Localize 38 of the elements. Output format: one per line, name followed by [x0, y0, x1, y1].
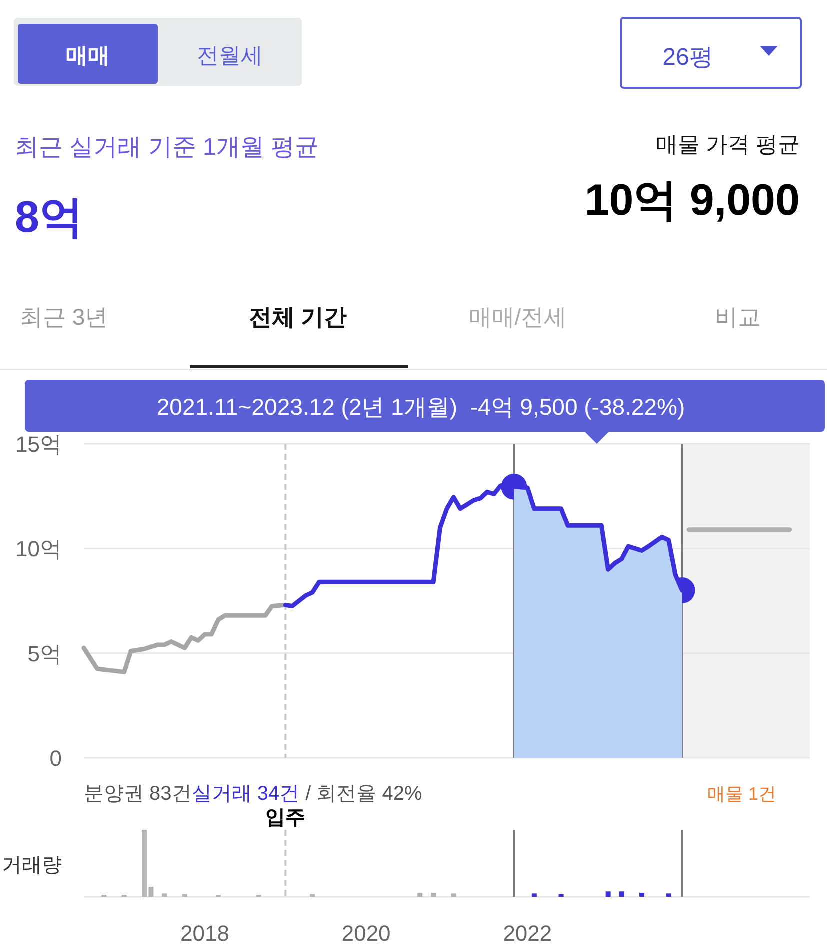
text: 최근 3년 [20, 304, 108, 330]
text: 매매/전세 [468, 304, 568, 330]
bar [558, 894, 564, 897]
x-tick-label: 2022 [503, 921, 552, 946]
ref-line-label: 입주 [266, 807, 306, 829]
y-tick-label: 10억 [16, 536, 62, 562]
text: / 회전율 42% [306, 783, 423, 805]
text: 10억 9,000 [584, 176, 800, 225]
text: 전월세 [197, 43, 263, 68]
text: 매물 가격 평균 [656, 132, 800, 157]
text: 최근 실거래 기준 1개월 평균 [15, 134, 320, 161]
text: 2021.11~2023.12 (2년 1개월) -4억 9,500 (-38.22%) [156, 394, 686, 420]
y-axis-title: 거래량 [2, 854, 62, 876]
x-tick-label: 2020 [342, 921, 391, 946]
text: 비교 [715, 304, 761, 330]
y-tick-label: 5억 [28, 641, 62, 666]
bar [451, 894, 456, 897]
bar [162, 894, 168, 897]
text: 매물 1건 [707, 784, 777, 804]
text: 실거래 34건 [192, 783, 300, 805]
text: 26평 [662, 44, 714, 71]
bar [532, 894, 537, 897]
line-series [82, 602, 288, 674]
bar [431, 892, 436, 897]
bar [639, 892, 644, 897]
text: 전체 기간 [248, 304, 348, 330]
y-tick-label: 0 [50, 746, 62, 771]
bar [182, 894, 188, 897]
text: 분양권 83건 [84, 783, 192, 805]
bar [418, 892, 423, 897]
y-tick-label: 15억 [16, 432, 62, 457]
x-tick-label: 2018 [180, 921, 230, 946]
bar [310, 894, 316, 897]
text: 8억 [15, 193, 84, 242]
text: 매매 [66, 43, 110, 68]
bar [606, 892, 611, 897]
bar [619, 892, 624, 897]
bar [666, 894, 672, 897]
